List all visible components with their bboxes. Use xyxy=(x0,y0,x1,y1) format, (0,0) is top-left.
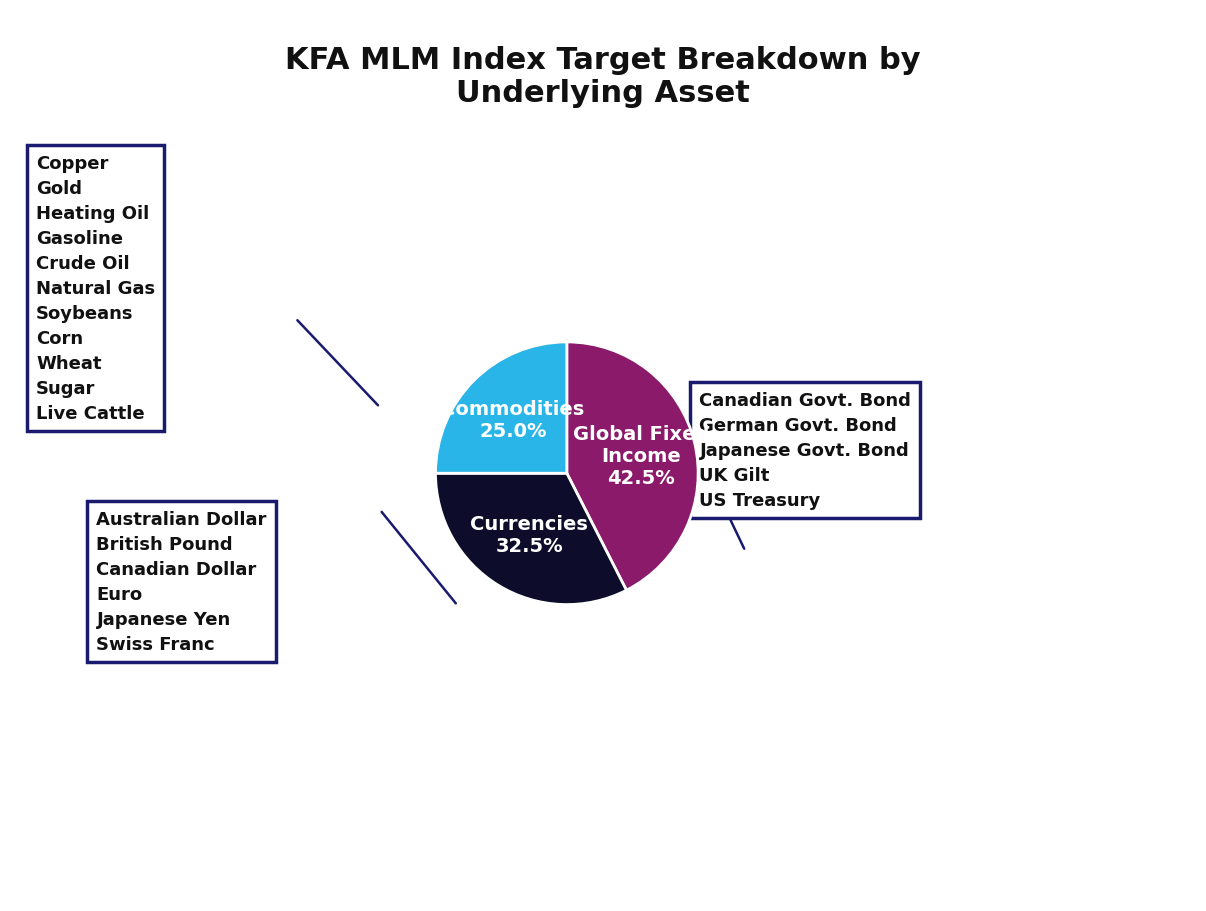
Wedge shape xyxy=(567,343,698,590)
Text: Global Fixed
Income
42.5%: Global Fixed Income 42.5% xyxy=(573,425,709,487)
Text: Commodities
25.0%: Commodities 25.0% xyxy=(441,399,585,440)
Wedge shape xyxy=(435,474,626,605)
Text: Copper
Gold
Heating Oil
Gasoline
Crude Oil
Natural Gas
Soybeans
Corn
Wheat
Sugar: Copper Gold Heating Oil Gasoline Crude O… xyxy=(36,155,156,423)
Text: Australian Dollar
British Pound
Canadian Dollar
Euro
Japanese Yen
Swiss Franc: Australian Dollar British Pound Canadian… xyxy=(96,510,267,653)
Text: KFA MLM Index Target Breakdown by
Underlying Asset: KFA MLM Index Target Breakdown by Underl… xyxy=(285,46,921,108)
Wedge shape xyxy=(435,343,567,474)
Text: Currencies
32.5%: Currencies 32.5% xyxy=(470,515,589,556)
Text: Canadian Govt. Bond
German Govt. Bond
Japanese Govt. Bond
UK Gilt
US Treasury: Canadian Govt. Bond German Govt. Bond Ja… xyxy=(699,392,912,509)
